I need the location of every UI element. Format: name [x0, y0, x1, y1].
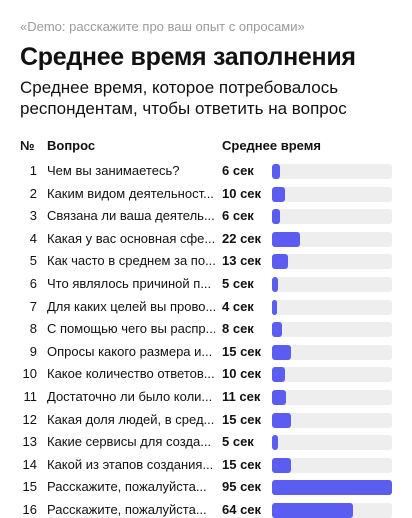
- bar: [272, 457, 291, 473]
- bar-track: [272, 457, 392, 473]
- bar: [272, 322, 283, 338]
- row-number: 11: [23, 389, 38, 404]
- row-number: 13: [22, 434, 37, 450]
- bar-track: [272, 344, 392, 360]
- question: Опросы какого размера и...: [47, 343, 213, 359]
- page: «Demo: расскажите про ваш опыт с опросам…: [20, 19, 392, 518]
- bar-track: [272, 480, 392, 496]
- question: Как часто в среднем за по...: [47, 253, 215, 269]
- bar: [272, 164, 280, 179]
- time-label: 6 сек: [222, 163, 254, 178]
- row-number: 6: [29, 276, 37, 291]
- bar: [272, 231, 300, 247]
- question: Для каких целей вы прово...: [47, 298, 215, 314]
- row-number: 15: [22, 479, 37, 495]
- time-label: 15 сек: [222, 456, 262, 472]
- row-number: 8: [29, 321, 37, 337]
- row-number: 5: [29, 253, 37, 269]
- bar-track: [272, 299, 392, 315]
- bar: [272, 367, 285, 383]
- row-number: 9: [29, 343, 37, 359]
- title: Среднее время заполнения: [20, 43, 356, 71]
- time-label: 11 сек: [222, 389, 261, 404]
- time-label: 13 сек: [222, 253, 262, 269]
- subtitle: Среднее время, которое потребовалось рес…: [20, 78, 347, 118]
- question: Какие сервисы для созда...: [47, 434, 212, 450]
- time-label: 6 сек: [222, 208, 254, 224]
- bar-track: [272, 186, 392, 202]
- question: Какая доля людей, в сред...: [47, 411, 215, 427]
- bar-track: [272, 367, 392, 383]
- time-label: 15 сек: [222, 343, 262, 359]
- row-number: 1: [29, 163, 37, 178]
- row-number: 12: [22, 411, 37, 427]
- bar-track: [272, 390, 392, 405]
- bar-track: [272, 231, 392, 247]
- row-number: 2: [29, 185, 37, 201]
- question: Какое количество ответов...: [47, 366, 215, 382]
- question: Достаточно ли было коли...: [47, 389, 213, 404]
- question: Расскажите, пожалуйста...: [47, 479, 207, 495]
- bar-track: [272, 254, 392, 270]
- bar: [272, 390, 286, 405]
- column-header: №: [20, 138, 35, 153]
- bar: [272, 254, 289, 270]
- row-number: 4: [29, 230, 37, 246]
- question: Каким видом деятельност...: [47, 185, 214, 201]
- bar: [272, 503, 353, 518]
- row-number: 10: [22, 366, 37, 382]
- bar: [272, 209, 280, 225]
- time-label: 22 сек: [222, 230, 262, 246]
- time-label: 10 сек: [222, 366, 262, 382]
- bar-track: [272, 322, 392, 338]
- time-label: 95 сек: [222, 479, 262, 495]
- question: Что являлось причиной п...: [47, 276, 212, 291]
- time-label: 15 сек: [222, 411, 262, 427]
- bar-track: [272, 412, 392, 428]
- bar: [272, 412, 291, 428]
- time-label: 4 сек: [222, 298, 254, 314]
- row-number: 3: [29, 208, 37, 224]
- time-label: 5 сек: [222, 276, 254, 291]
- bar: [272, 299, 278, 315]
- question: Связана ли ваша деятель...: [47, 208, 215, 224]
- question: Расскажите, пожалуйста...: [47, 502, 207, 517]
- bar: [272, 186, 285, 202]
- bar-track: [272, 164, 392, 179]
- bar: [272, 480, 392, 496]
- time-label: 8 сек: [222, 321, 254, 337]
- bar: [272, 277, 279, 292]
- row-number: 16: [22, 502, 37, 517]
- bar-track: [272, 503, 392, 518]
- bar-track: [272, 209, 392, 225]
- row-number: 14: [22, 456, 37, 472]
- column-header: Среднее время: [222, 138, 321, 153]
- question: Какая у вас основная сфе...: [47, 230, 215, 246]
- question: Какой из этапов создания...: [47, 456, 214, 472]
- time-label: 64 сек: [222, 502, 262, 517]
- question: С помощью чего вы распр...: [47, 321, 215, 337]
- row-number: 7: [29, 298, 37, 314]
- time-label: 10 сек: [222, 185, 262, 201]
- bar: [272, 435, 279, 451]
- column-header: Вопрос: [47, 138, 96, 153]
- bar: [272, 344, 291, 360]
- time-label: 5 сек: [222, 434, 254, 450]
- bar-track: [272, 277, 392, 292]
- demo-label: «Demo: расскажите про ваш опыт с опросам…: [20, 19, 305, 34]
- bar-track: [272, 435, 392, 451]
- question: Чем вы занимаетесь?: [47, 163, 180, 178]
